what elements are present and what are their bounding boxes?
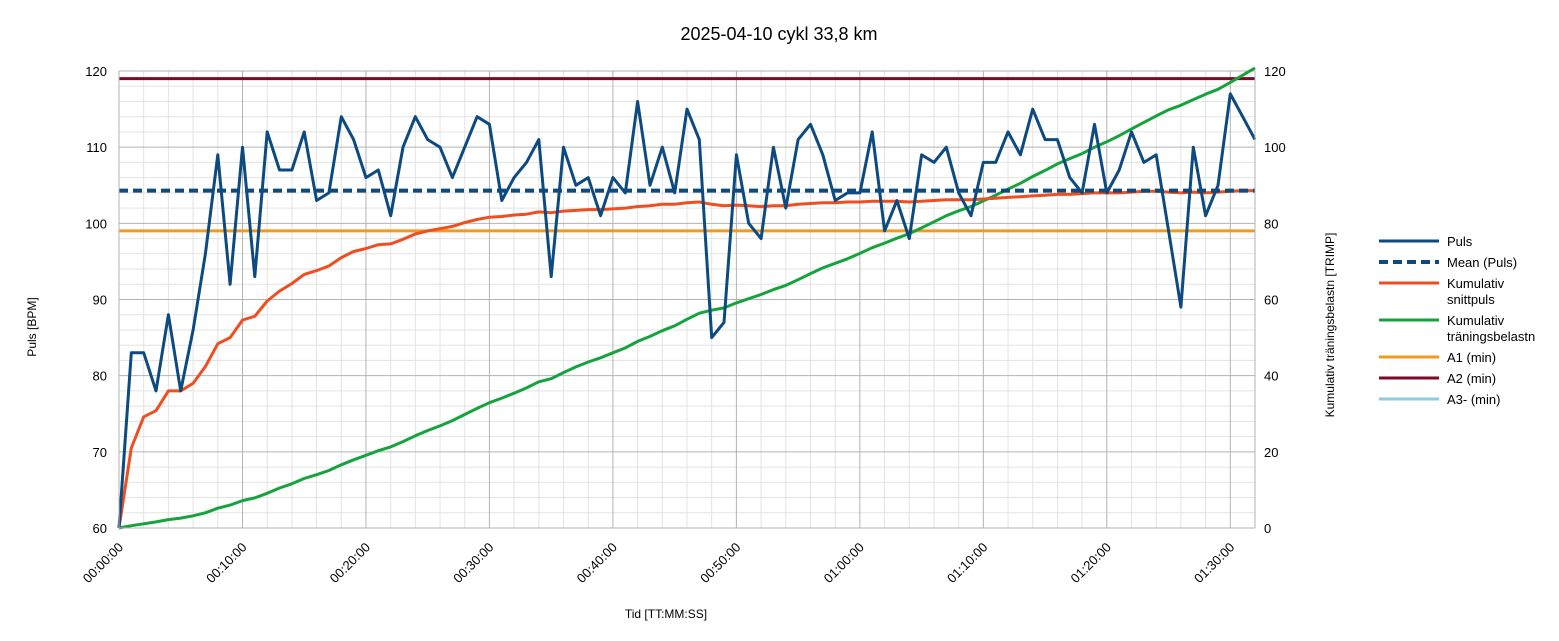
series-line-kumulativ-snittpuls bbox=[117, 189, 1255, 529]
y2-tick-label: 40 bbox=[1264, 369, 1278, 384]
grid bbox=[118, 70, 1256, 529]
y-tick-label: 100 bbox=[85, 216, 107, 231]
legend-label: Kumulativ bbox=[1447, 276, 1505, 291]
x-tick-label: 00:30:00 bbox=[450, 540, 496, 586]
x-axis-label: Tid [TT:MM:SS] bbox=[625, 607, 707, 621]
y-axis-label: Puls [BPM] bbox=[25, 297, 39, 356]
legend-label: A2 (min) bbox=[1447, 371, 1496, 386]
x-tick-label: 01:10:00 bbox=[944, 540, 990, 586]
y-tick-label: 60 bbox=[93, 521, 107, 536]
y2-tick-label: 20 bbox=[1264, 445, 1278, 460]
y2-tick-label: 120 bbox=[1264, 64, 1286, 79]
y2-tick-label: 80 bbox=[1264, 216, 1278, 231]
y2-tick-label: 100 bbox=[1264, 140, 1286, 155]
chart-title: 2025-04-10 cykl 33,8 km bbox=[680, 24, 877, 44]
legend-label: A3- (min) bbox=[1447, 392, 1500, 407]
x-tick-label: 00:20:00 bbox=[327, 540, 373, 586]
y2-tick-label: 0 bbox=[1264, 521, 1271, 536]
x-tick-label: 00:50:00 bbox=[697, 540, 743, 586]
y2-tick-label: 60 bbox=[1264, 293, 1278, 308]
legend-label: A1 (min) bbox=[1447, 350, 1496, 365]
x-tick-label: 00:00:00 bbox=[80, 540, 126, 586]
y-tick-label: 70 bbox=[93, 445, 107, 460]
legend-label: Puls bbox=[1447, 234, 1473, 249]
legend-label: Mean (Puls) bbox=[1447, 255, 1517, 270]
x-tick-label: 00:40:00 bbox=[574, 540, 620, 586]
x-tick-label: 01:00:00 bbox=[821, 540, 867, 586]
y-tick-label: 120 bbox=[85, 64, 107, 79]
legend-label: träningsbelastn bbox=[1447, 329, 1535, 344]
x-tick-label: 01:20:00 bbox=[1068, 540, 1114, 586]
y-tick-label: 90 bbox=[93, 293, 107, 308]
y-tick-label: 80 bbox=[93, 369, 107, 384]
legend-label: snittpuls bbox=[1447, 292, 1495, 307]
x-tick-label: 00:10:00 bbox=[203, 540, 249, 586]
series-line-puls bbox=[117, 92, 1257, 529]
x-tick-label: 01:30:00 bbox=[1191, 540, 1237, 586]
series-layer bbox=[117, 66, 1257, 530]
legend-label: Kumulativ bbox=[1447, 313, 1505, 328]
y-tick-label: 110 bbox=[86, 140, 107, 155]
y2-axis-label: Kumulativ träningsbelastn [TRIMP] bbox=[1323, 233, 1337, 418]
